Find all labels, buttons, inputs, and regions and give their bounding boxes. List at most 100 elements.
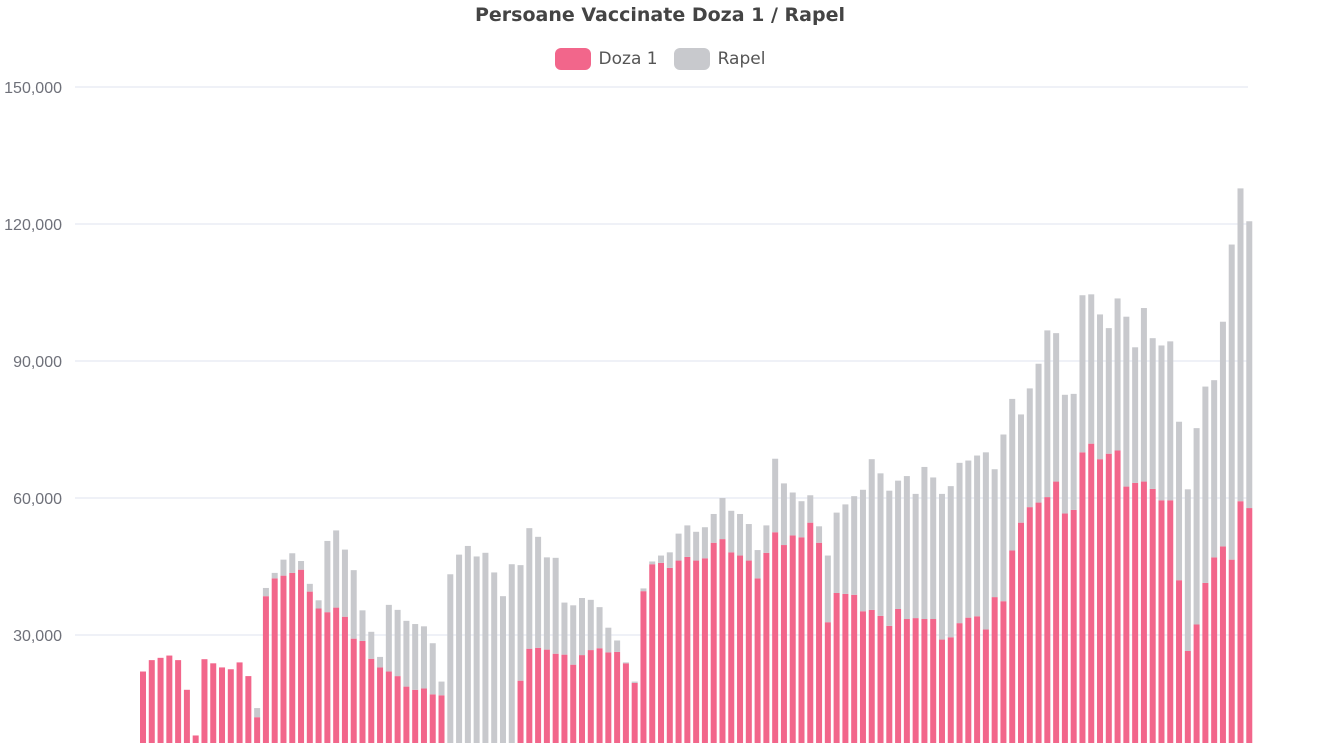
bar-doza1[interactable]: [1132, 482, 1139, 743]
bar-rapel[interactable]: [1061, 394, 1068, 514]
bar-rapel[interactable]: [1097, 314, 1104, 460]
bar-rapel[interactable]: [895, 480, 902, 609]
bar-doza1[interactable]: [684, 556, 691, 743]
bar-rapel[interactable]: [561, 602, 568, 655]
bar-doza1[interactable]: [420, 688, 427, 743]
bar-rapel[interactable]: [965, 460, 972, 618]
bar-doza1[interactable]: [912, 618, 919, 743]
bar-doza1[interactable]: [701, 558, 708, 743]
bar-doza1[interactable]: [579, 655, 585, 743]
bar-doza1[interactable]: [271, 578, 278, 743]
bar-doza1[interactable]: [587, 650, 594, 743]
bar-doza1[interactable]: [1202, 582, 1209, 743]
bar-doza1[interactable]: [570, 664, 577, 743]
bar-rapel[interactable]: [982, 452, 989, 630]
bar-rapel[interactable]: [535, 536, 542, 648]
bar-rapel[interactable]: [359, 610, 366, 641]
bar-rapel[interactable]: [658, 555, 665, 563]
bar-rapel[interactable]: [429, 643, 436, 695]
bar-rapel[interactable]: [1035, 363, 1042, 503]
bar-rapel[interactable]: [772, 458, 779, 533]
bar-doza1[interactable]: [333, 607, 340, 743]
bar-rapel[interactable]: [280, 559, 287, 576]
bar-doza1[interactable]: [974, 616, 981, 743]
bar-doza1[interactable]: [535, 647, 542, 743]
bar-rapel[interactable]: [412, 624, 419, 690]
bar-rapel[interactable]: [1176, 421, 1183, 581]
bar-doza1[interactable]: [1000, 601, 1007, 743]
bar-doza1[interactable]: [227, 669, 234, 743]
bar-rapel[interactable]: [552, 557, 559, 654]
bar-rapel[interactable]: [438, 681, 445, 696]
bar-rapel[interactable]: [1079, 295, 1086, 453]
bar-rapel[interactable]: [543, 557, 550, 650]
bar-doza1[interactable]: [895, 608, 902, 743]
bar-doza1[interactable]: [210, 663, 217, 743]
bar-doza1[interactable]: [1219, 546, 1226, 743]
bar-doza1[interactable]: [938, 639, 945, 743]
bar-doza1[interactable]: [605, 652, 612, 743]
bar-rapel[interactable]: [930, 477, 937, 620]
bar-doza1[interactable]: [306, 591, 313, 743]
bar-doza1[interactable]: [596, 648, 603, 743]
bar-doza1[interactable]: [1246, 508, 1253, 743]
bar-doza1[interactable]: [1237, 501, 1244, 743]
bar-rapel[interactable]: [1228, 244, 1235, 560]
bar-doza1[interactable]: [640, 591, 647, 743]
bar-doza1[interactable]: [868, 609, 875, 743]
bar-doza1[interactable]: [148, 660, 155, 743]
bar-doza1[interactable]: [851, 594, 858, 743]
bar-doza1[interactable]: [1176, 580, 1183, 743]
bar-doza1[interactable]: [236, 662, 243, 743]
bar-rapel[interactable]: [262, 587, 269, 597]
bar-doza1[interactable]: [859, 611, 866, 743]
bar-doza1[interactable]: [403, 686, 410, 743]
bar-doza1[interactable]: [921, 619, 928, 743]
bar-rapel[interactable]: [1105, 328, 1112, 454]
bar-doza1[interactable]: [1061, 513, 1068, 743]
bar-rapel[interactable]: [1237, 188, 1244, 502]
bar-rapel[interactable]: [921, 466, 928, 620]
bar-rapel[interactable]: [579, 598, 585, 656]
bar-doza1[interactable]: [517, 680, 524, 743]
bar-rapel[interactable]: [622, 662, 629, 664]
bar-doza1[interactable]: [1105, 453, 1112, 743]
bar-rapel[interactable]: [394, 609, 401, 677]
bar-rapel[interactable]: [877, 473, 884, 616]
bar-rapel[interactable]: [886, 490, 893, 626]
legend-item-rapel[interactable]: Rapel: [673, 48, 765, 70]
bar-rapel[interactable]: [254, 708, 261, 718]
bar-rapel[interactable]: [420, 626, 427, 689]
bar-doza1[interactable]: [1044, 497, 1051, 743]
bar-doza1[interactable]: [693, 560, 700, 743]
bar-rapel[interactable]: [491, 572, 498, 743]
bar-doza1[interactable]: [754, 578, 761, 743]
bar-doza1[interactable]: [1097, 459, 1104, 743]
bar-doza1[interactable]: [728, 552, 735, 743]
bar-rapel[interactable]: [1088, 294, 1095, 444]
bar-rapel[interactable]: [991, 469, 998, 598]
bar-doza1[interactable]: [807, 522, 814, 743]
bar-doza1[interactable]: [1193, 624, 1200, 743]
bar-rapel[interactable]: [947, 486, 954, 638]
bar-rapel[interactable]: [798, 501, 805, 538]
bar-rapel[interactable]: [526, 528, 533, 649]
bar-doza1[interactable]: [201, 659, 208, 743]
bar-rapel[interactable]: [780, 483, 787, 546]
bar-doza1[interactable]: [298, 569, 305, 743]
bar-rapel[interactable]: [1026, 388, 1033, 508]
bar-rapel[interactable]: [1044, 330, 1051, 498]
bar-rapel[interactable]: [1140, 308, 1147, 482]
bar-doza1[interactable]: [561, 654, 568, 743]
bar-rapel[interactable]: [816, 526, 823, 543]
bar-rapel[interactable]: [596, 607, 603, 649]
bar-rapel[interactable]: [631, 681, 638, 683]
bar-rapel[interactable]: [710, 513, 717, 543]
bar-doza1[interactable]: [1228, 559, 1235, 743]
bar-rapel[interactable]: [833, 512, 840, 593]
bar-doza1[interactable]: [1158, 500, 1165, 743]
bar-rapel[interactable]: [403, 620, 410, 687]
bar-doza1[interactable]: [798, 537, 805, 743]
bar-rapel[interactable]: [1246, 221, 1253, 509]
bar-doza1[interactable]: [280, 575, 287, 743]
